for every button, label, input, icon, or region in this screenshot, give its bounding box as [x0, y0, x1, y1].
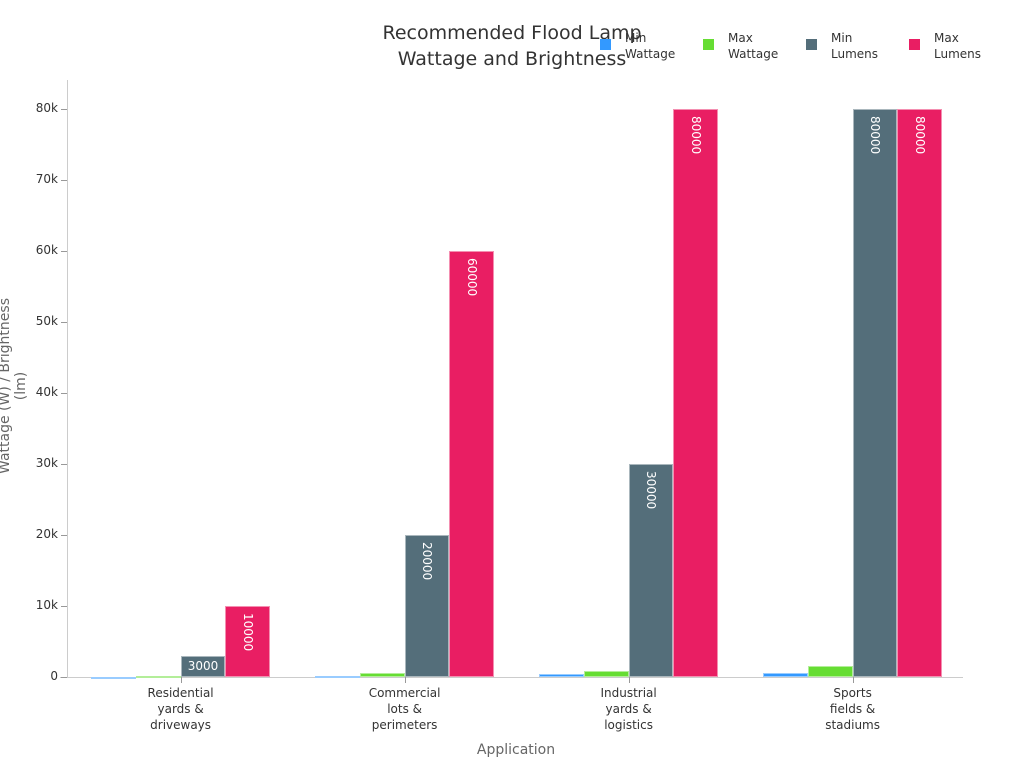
bar[interactable]: 3000 [180, 655, 226, 677]
y-tick-label: 70k [35, 172, 58, 186]
bar[interactable]: 10000 [225, 606, 271, 677]
legend-swatch [806, 39, 817, 50]
y-tick-label: 0 [50, 669, 58, 683]
bar[interactable] [91, 676, 136, 679]
y-tick-label: 30k [35, 456, 58, 470]
y-tick-label: 20k [35, 527, 58, 541]
bar-value-label: 3000 [187, 658, 219, 673]
x-tick-mark [404, 677, 406, 683]
y-tick-label: 80k [35, 101, 58, 115]
legend-item[interactable]: Max Wattage [703, 30, 788, 62]
title-line-1: Recommended Flood Lamp [382, 22, 642, 44]
y-tick-label: 50k [35, 314, 58, 328]
y-tick-mark [61, 393, 67, 394]
y-tick-mark [61, 535, 67, 536]
y-tick-label: 60k [35, 243, 58, 257]
y-tick-mark [61, 677, 67, 678]
x-category-label: Industrial yards & logistics [600, 686, 657, 732]
y-tick-label: 10k [35, 598, 58, 612]
y-axis [67, 80, 68, 677]
x-tick-mark [852, 677, 854, 683]
y-tick-mark [61, 464, 67, 465]
bar[interactable] [807, 666, 853, 677]
x-category-label: Residential yards & driveways [147, 686, 214, 732]
x-tick-mark [628, 677, 630, 683]
legend-swatch [600, 39, 611, 50]
y-tick-mark [61, 251, 67, 252]
bar-value-label: 20000 [419, 542, 434, 581]
legend-swatch [703, 39, 714, 50]
y-tick-label: 40k [35, 385, 58, 399]
x-tick-mark [180, 677, 182, 683]
bar-value-label: 80000 [912, 116, 927, 155]
bar[interactable] [315, 675, 360, 678]
bar[interactable] [135, 675, 181, 678]
chart-title: Recommended Flood Lamp Wattage and Brigh… [0, 20, 1024, 72]
bar-value-label: 10000 [240, 613, 255, 652]
legend-label: Min Lumens [831, 31, 879, 61]
legend-label: Min Wattage [625, 31, 676, 61]
bar[interactable]: 80000 [852, 109, 898, 677]
bar-value-label: 80000 [688, 116, 703, 155]
x-category-label: Sports fields & stadiums [825, 686, 880, 732]
bar-value-label: 30000 [643, 471, 658, 510]
y-tick-mark [61, 180, 67, 181]
x-axis [60, 677, 963, 678]
legend: Min Wattage Max Wattage Min Lumens Max Lumens [600, 30, 1012, 62]
bar-value-label: 60000 [464, 258, 479, 297]
legend-label: Max Wattage [728, 31, 779, 61]
bar[interactable]: 80000 [897, 109, 943, 677]
bar[interactable]: 60000 [449, 251, 495, 677]
legend-item[interactable]: Min Lumens [806, 30, 891, 62]
legend-item[interactable]: Max Lumens [909, 30, 994, 62]
y-tick-mark [61, 109, 67, 110]
legend-label: Max Lumens [934, 31, 982, 61]
legend-item[interactable]: Min Wattage [600, 30, 685, 62]
bar[interactable]: 80000 [673, 109, 719, 677]
bar[interactable] [583, 670, 629, 677]
y-tick-mark [61, 606, 67, 607]
y-tick-mark [61, 322, 67, 323]
title-line-2: Wattage and Brightness [397, 48, 627, 70]
legend-swatch [909, 39, 920, 50]
bar[interactable]: 20000 [404, 535, 450, 677]
bar[interactable] [359, 673, 405, 677]
bar[interactable]: 30000 [628, 464, 674, 677]
bar-value-label: 80000 [867, 116, 882, 155]
x-category-label: Commercial lots & perimeters [368, 686, 441, 732]
bar[interactable] [539, 674, 584, 677]
bar[interactable] [763, 673, 808, 677]
x-axis-label: Application [476, 742, 556, 758]
